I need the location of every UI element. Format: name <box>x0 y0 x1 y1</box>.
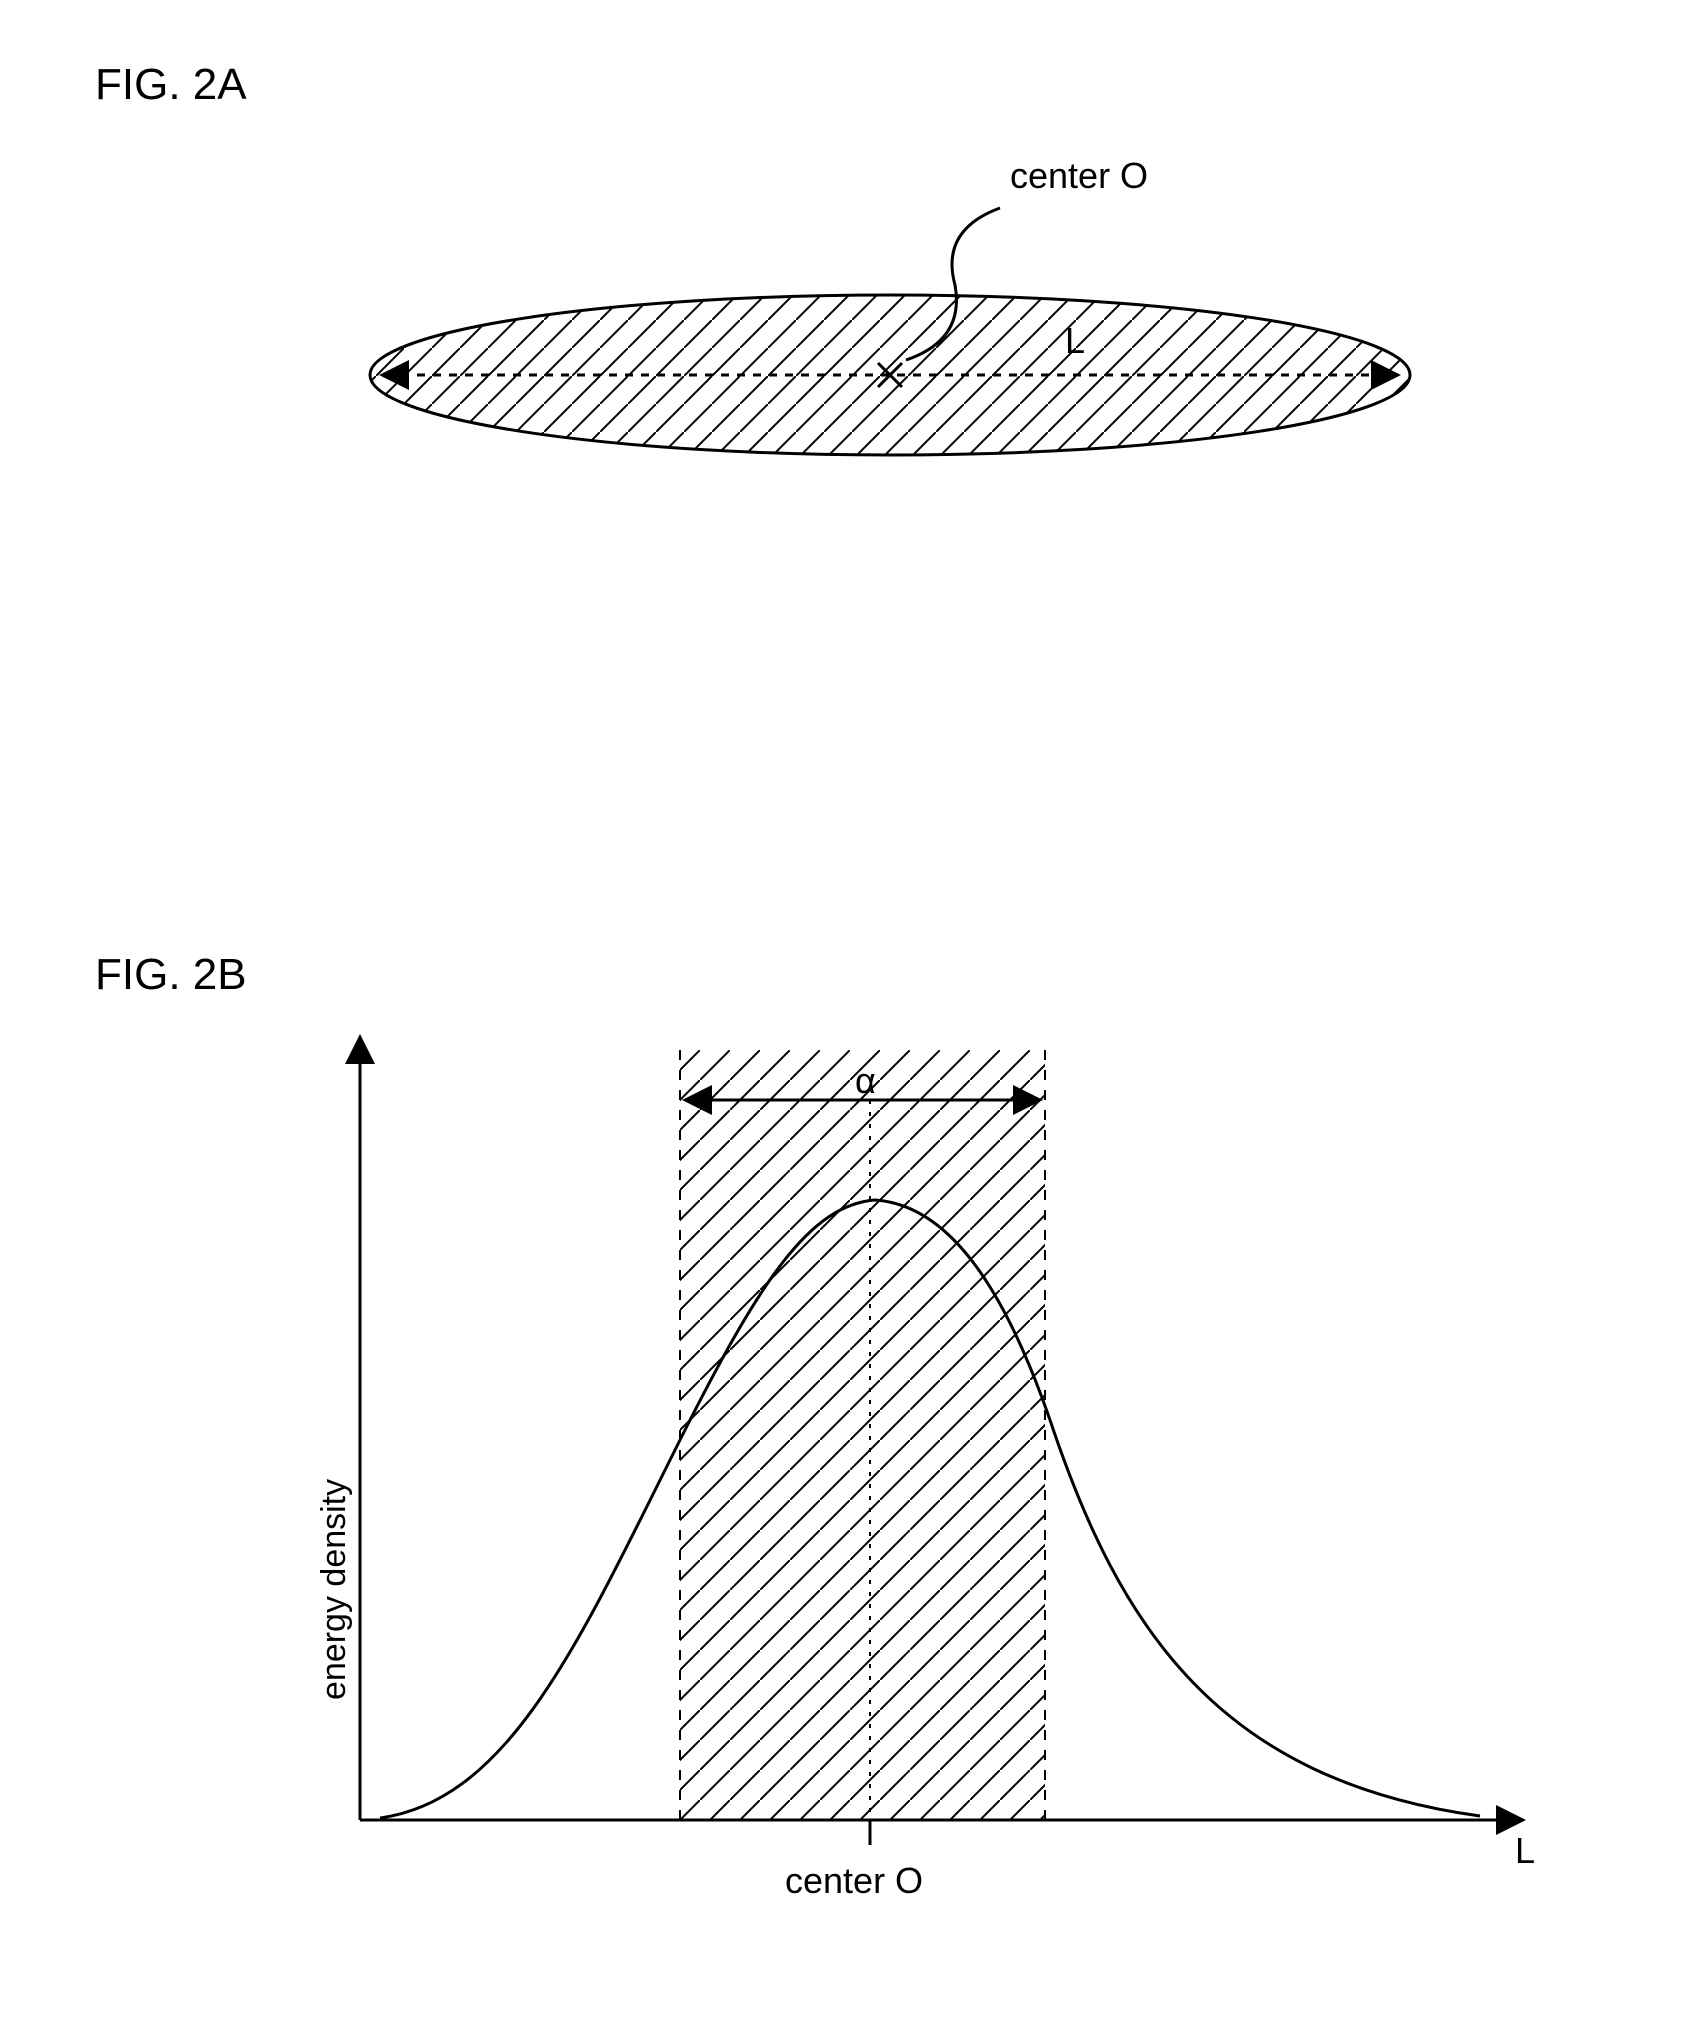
x-axis-label: L <box>1515 1830 1535 1872</box>
length-label: L <box>1065 320 1085 362</box>
y-axis-label: energy density <box>315 1479 354 1700</box>
page: FIG. 2A center O <box>40 40 1650 1981</box>
center-o-label-a: center O <box>1010 155 1148 197</box>
center-o-label-b: center O <box>785 1860 923 1902</box>
alpha-label: α <box>855 1060 876 1102</box>
fig-b-svg <box>40 990 1650 1990</box>
alpha-band-hatch <box>680 1050 1045 1820</box>
fig-a-svg <box>40 40 1650 560</box>
